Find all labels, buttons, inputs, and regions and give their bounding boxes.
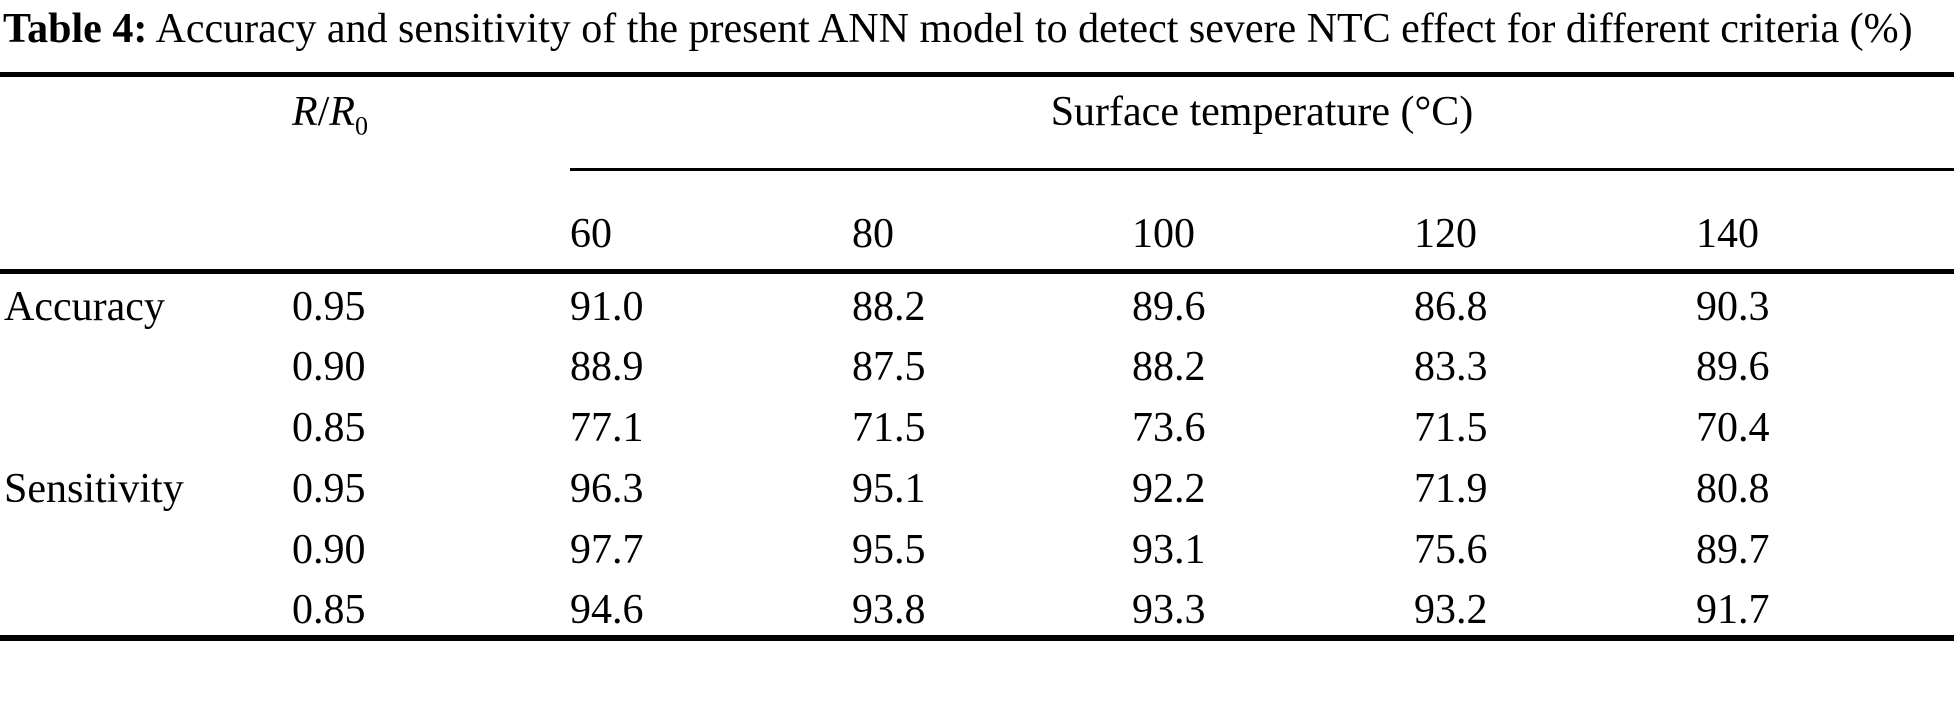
data-cell: 73.6: [1132, 405, 1206, 451]
spanner-header-row: R/R0 Surface temperature (°C): [0, 74, 1954, 171]
data-cell: 93.1: [1132, 527, 1206, 573]
ratio-column-header: R/R0: [292, 75, 570, 170]
data-cell: 89.7: [1696, 527, 1770, 573]
ratio-value: 0.90: [292, 527, 366, 573]
temp-header-120: 120: [1414, 169, 1696, 274]
row-group-label: [0, 333, 292, 394]
table-caption-text: Accuracy and sensitivity of the present …: [155, 6, 1913, 52]
ratio-value: 0.85: [292, 586, 366, 633]
table-row: 0.85 94.6 93.8 93.3 93.2 91.7: [0, 577, 1954, 638]
temperature-header-row: 60 80 100 120 140: [0, 169, 1954, 274]
surface-temperature-spanner: Surface temperature (°C): [570, 74, 1954, 171]
results-table: R/R0 Surface temperature (°C) 60 80 100 …: [0, 72, 1954, 641]
row-group-label: [0, 516, 292, 577]
data-cell: 89.6: [1696, 344, 1770, 390]
table-body: Accuracy 0.95 91.0 88.2 89.6 86.8 90.3 0…: [0, 272, 1954, 638]
row-group-label: Accuracy: [4, 284, 165, 331]
temp-header-140: 140: [1696, 169, 1954, 274]
table-row: Accuracy 0.95 91.0 88.2 89.6 86.8 90.3: [0, 272, 1954, 333]
table-row: 0.90 88.9 87.5 88.2 83.3 89.6: [0, 333, 1954, 394]
empty-header-cell: [0, 169, 292, 274]
data-cell: 71.5: [852, 405, 926, 451]
data-cell: 92.2: [1132, 466, 1206, 512]
temp-header-80: 80: [852, 169, 1132, 274]
table-caption-label: Table 4:: [3, 6, 148, 52]
row-group-label: [0, 394, 292, 455]
data-cell: 93.8: [852, 586, 926, 633]
data-cell: 71.9: [1414, 466, 1488, 512]
data-cell: 71.5: [1414, 405, 1488, 451]
empty-header-cell: [292, 169, 570, 274]
ratio-r-denominator: R: [329, 89, 355, 135]
data-cell: 94.6: [570, 586, 644, 633]
row-group-label: [0, 577, 292, 638]
table-row: Sensitivity 0.95 96.3 95.1 92.2 71.9 80.…: [0, 455, 1954, 516]
temp-header-60: 60: [570, 169, 852, 274]
row-group-label: Sensitivity: [4, 466, 184, 512]
table-row: 0.90 97.7 95.5 93.1 75.6 89.7: [0, 516, 1954, 577]
data-cell: 97.7: [570, 527, 644, 573]
data-cell: 87.5: [852, 344, 926, 390]
data-cell: 83.3: [1414, 344, 1488, 390]
ratio-slash: /: [317, 89, 330, 135]
data-cell: 93.3: [1132, 586, 1206, 633]
data-cell: 91.0: [570, 284, 644, 331]
temp-header-100: 100: [1132, 169, 1414, 274]
data-cell: 89.6: [1132, 284, 1206, 331]
data-cell: 88.9: [570, 344, 644, 390]
table-row: 0.85 77.1 71.5 73.6 71.5 70.4: [0, 394, 1954, 455]
ratio-subscript: 0: [354, 111, 368, 141]
data-cell: 88.2: [1132, 344, 1206, 390]
data-cell: 96.3: [570, 466, 644, 512]
ratio-value: 0.85: [292, 405, 366, 451]
ratio-value: 0.90: [292, 344, 366, 390]
ratio-value: 0.95: [292, 466, 366, 512]
table-caption: Table 4: Accuracy and sensitivity of the…: [0, 0, 1958, 55]
data-cell: 88.2: [852, 284, 926, 331]
data-cell: 86.8: [1414, 284, 1488, 331]
ratio-value: 0.95: [292, 284, 366, 331]
empty-header-cell: [0, 75, 292, 170]
data-cell: 70.4: [1696, 405, 1770, 451]
data-cell: 95.1: [852, 466, 926, 512]
data-cell: 80.8: [1696, 466, 1770, 512]
data-cell: 77.1: [570, 405, 644, 451]
data-cell: 91.7: [1696, 586, 1770, 633]
data-cell: 93.2: [1414, 586, 1488, 633]
data-cell: 75.6: [1414, 527, 1488, 573]
table-header: R/R0 Surface temperature (°C) 60 80 100 …: [0, 74, 1954, 274]
data-cell: 95.5: [852, 527, 926, 573]
data-cell: 90.3: [1696, 284, 1770, 331]
ratio-r-numerator: R: [292, 89, 318, 135]
